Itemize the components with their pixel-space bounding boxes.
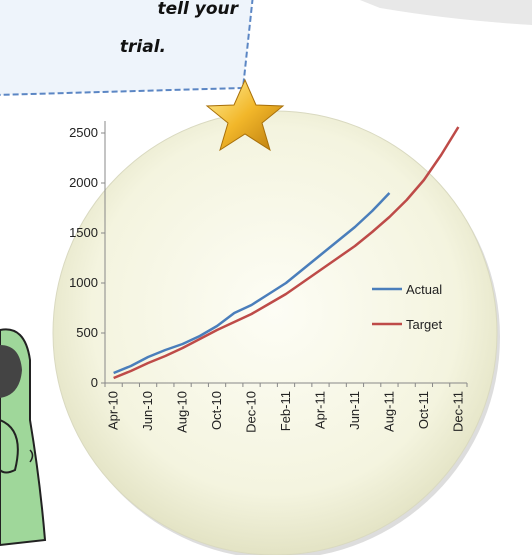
y-tick-label: 0 xyxy=(91,375,98,390)
callout-line: trial. xyxy=(120,37,166,57)
person xyxy=(0,329,45,545)
disc xyxy=(53,111,497,555)
x-tick-label: Apr-11 xyxy=(312,391,327,429)
x-tick-label: Aug-10 xyxy=(175,391,190,433)
x-tick-label: Dec-11 xyxy=(450,391,465,432)
y-tick-label: 1000 xyxy=(69,275,98,290)
callout: tell your trial. xyxy=(0,0,253,95)
legend-label: Actual xyxy=(406,282,442,297)
x-tick-label: Feb-11 xyxy=(278,391,293,431)
x-tick-label: Oct-10 xyxy=(209,391,224,430)
y-tick-label: 500 xyxy=(76,325,98,340)
callout-line: tell your xyxy=(158,0,240,19)
x-tick-label: Aug-11 xyxy=(381,391,396,432)
x-tick-label: Jun-10 xyxy=(140,391,155,431)
page: tell your trial. 0 500 1000 1500 2000 2500 Apr… xyxy=(0,0,532,555)
x-tick-label: Oct-11 xyxy=(416,391,431,429)
legend-label: Target xyxy=(406,317,443,332)
shadow xyxy=(360,0,532,25)
x-tick-label: Apr-10 xyxy=(106,391,121,430)
y-tick-label: 2000 xyxy=(69,175,98,190)
x-tick-label: Dec-10 xyxy=(244,391,259,433)
y-tick-label: 2500 xyxy=(69,125,98,140)
x-tick-label: Jun-11 xyxy=(347,391,362,430)
y-tick-label: 1500 xyxy=(69,225,98,240)
